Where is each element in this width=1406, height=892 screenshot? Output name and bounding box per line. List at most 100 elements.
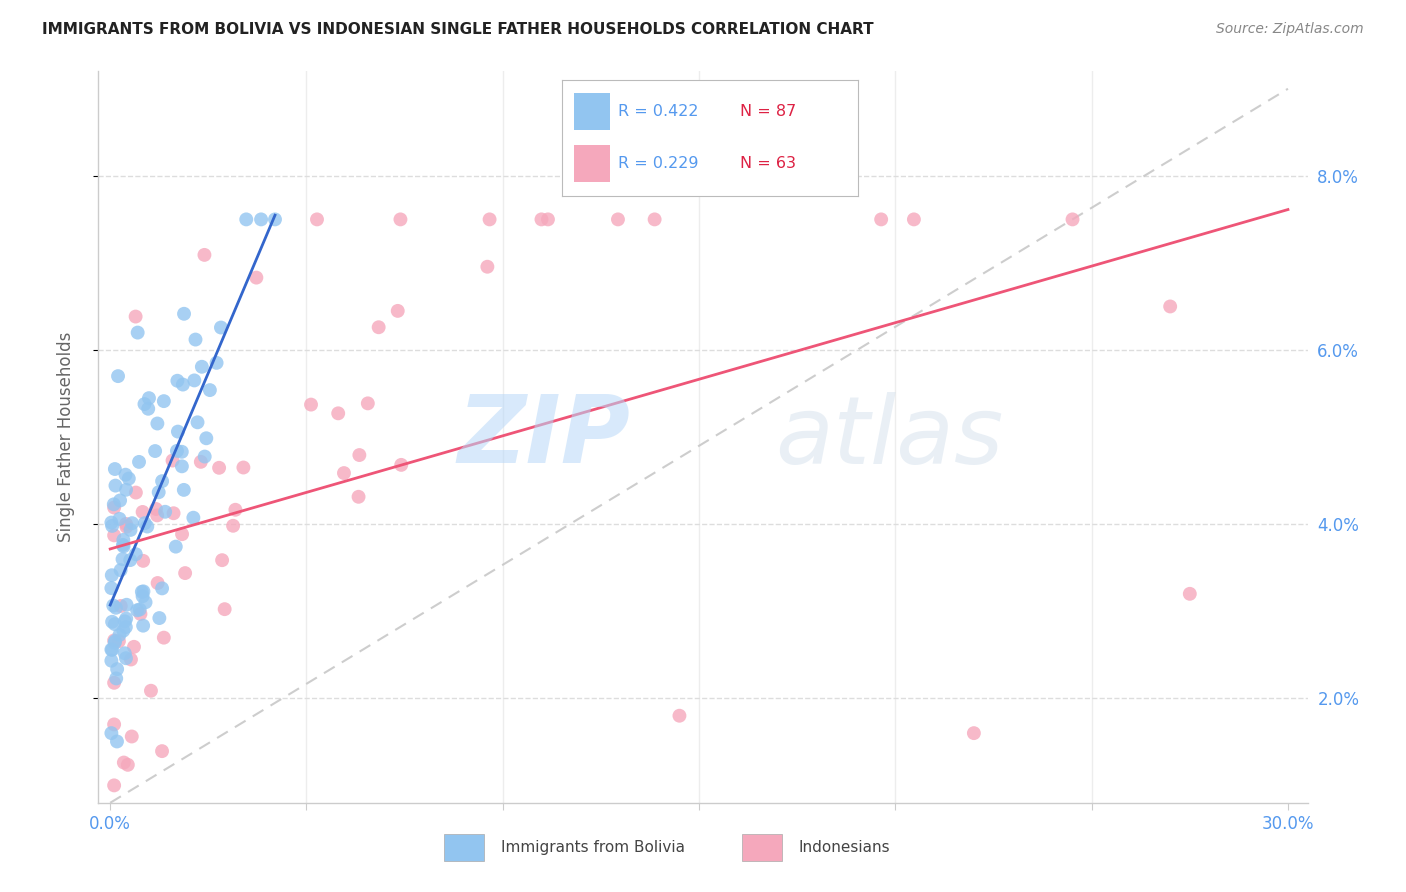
Immigrants from Bolivia [143, 444, 166, 458]
Immigrants from Bolivia [108, 493, 131, 508]
Immigrants from Bolivia [153, 394, 176, 409]
Immigrants from Bolivia [101, 568, 124, 582]
Immigrants from Bolivia [120, 523, 142, 537]
Immigrants from Bolivia [110, 563, 132, 577]
Immigrants from Bolivia [115, 620, 138, 634]
Indonesians [222, 518, 245, 533]
Indonesians [530, 212, 553, 227]
Immigrants from Bolivia [100, 654, 122, 668]
Indonesians [129, 607, 152, 621]
Indonesians [299, 398, 322, 412]
Immigrants from Bolivia [104, 600, 127, 615]
FancyBboxPatch shape [574, 145, 610, 182]
Indonesians [103, 633, 125, 648]
Indonesians [115, 520, 138, 534]
FancyBboxPatch shape [444, 834, 484, 861]
Indonesians [1178, 587, 1201, 601]
Indonesians [190, 455, 212, 469]
Text: atlas: atlas [776, 392, 1004, 483]
Immigrants from Bolivia [150, 582, 173, 596]
Indonesians [607, 212, 630, 227]
Immigrants from Bolivia [136, 519, 159, 533]
Indonesians [150, 744, 173, 758]
Immigrants from Bolivia [195, 431, 218, 445]
Immigrants from Bolivia [250, 212, 273, 227]
Indonesians [389, 458, 412, 472]
Indonesians [193, 248, 215, 262]
Immigrants from Bolivia [100, 581, 122, 595]
Indonesians [349, 448, 371, 462]
Immigrants from Bolivia [105, 734, 128, 748]
Immigrants from Bolivia [198, 383, 221, 397]
Immigrants from Bolivia [167, 425, 190, 439]
Immigrants from Bolivia [107, 369, 129, 384]
Indonesians [305, 212, 328, 227]
Immigrants from Bolivia [128, 602, 150, 616]
Indonesians [146, 508, 169, 523]
Indonesians [115, 516, 138, 531]
Indonesians [478, 212, 501, 227]
Indonesians [232, 460, 254, 475]
Immigrants from Bolivia [105, 672, 128, 686]
Indonesians [112, 756, 135, 770]
Immigrants from Bolivia [166, 443, 188, 458]
Immigrants from Bolivia [101, 615, 124, 629]
Indonesians [117, 757, 139, 772]
Y-axis label: Single Father Households: Single Father Households [56, 332, 75, 542]
Text: ZIP: ZIP [457, 391, 630, 483]
Indonesians [145, 502, 167, 516]
Immigrants from Bolivia [172, 377, 194, 392]
Immigrants from Bolivia [153, 505, 176, 519]
Immigrants from Bolivia [173, 307, 195, 321]
Immigrants from Bolivia [112, 624, 135, 638]
Indonesians [162, 453, 184, 467]
Indonesians [347, 490, 370, 504]
Immigrants from Bolivia [150, 474, 173, 488]
Immigrants from Bolivia [127, 326, 149, 340]
Immigrants from Bolivia [191, 359, 214, 374]
Indonesians [903, 212, 925, 227]
Immigrants from Bolivia [264, 212, 287, 227]
Indonesians [103, 528, 125, 542]
Immigrants from Bolivia [115, 611, 138, 625]
Indonesians [103, 717, 125, 731]
Indonesians [162, 506, 184, 520]
Immigrants from Bolivia [115, 651, 138, 665]
FancyBboxPatch shape [574, 93, 610, 130]
Indonesians [214, 602, 236, 616]
Immigrants from Bolivia [104, 636, 127, 650]
Immigrants from Bolivia [205, 356, 228, 370]
Immigrants from Bolivia [235, 212, 257, 227]
Immigrants from Bolivia [108, 512, 131, 526]
Immigrants from Bolivia [170, 459, 193, 474]
Immigrants from Bolivia [118, 472, 141, 486]
Immigrants from Bolivia [104, 478, 127, 492]
Indonesians [333, 466, 356, 480]
Immigrants from Bolivia [138, 391, 160, 405]
Indonesians [1159, 300, 1181, 314]
Immigrants from Bolivia [134, 516, 156, 530]
Indonesians [477, 260, 499, 274]
Indonesians [124, 310, 146, 324]
Text: Immigrants from Bolivia: Immigrants from Bolivia [501, 840, 685, 855]
Immigrants from Bolivia [131, 589, 153, 603]
Immigrants from Bolivia [170, 444, 193, 458]
Indonesians [146, 576, 169, 591]
Immigrants from Bolivia [100, 726, 122, 740]
Immigrants from Bolivia [183, 373, 205, 387]
Immigrants from Bolivia [101, 642, 124, 657]
Immigrants from Bolivia [100, 516, 122, 530]
Indonesians [245, 270, 267, 285]
Immigrants from Bolivia [166, 374, 188, 388]
Text: R = 0.229: R = 0.229 [619, 156, 699, 171]
Indonesians [224, 502, 246, 516]
Text: N = 87: N = 87 [740, 104, 796, 120]
Indonesians [367, 320, 389, 334]
Immigrants from Bolivia [136, 401, 159, 416]
Immigrants from Bolivia [112, 533, 135, 547]
Immigrants from Bolivia [112, 540, 135, 554]
Immigrants from Bolivia [173, 483, 195, 497]
Immigrants from Bolivia [132, 618, 155, 632]
Immigrants from Bolivia [148, 485, 170, 500]
Indonesians [357, 396, 380, 410]
